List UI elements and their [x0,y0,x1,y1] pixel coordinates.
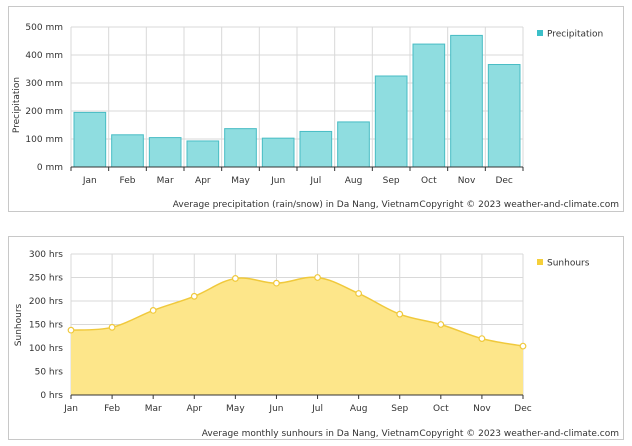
sunhours-point-may[interactable] [231,275,239,282]
sunhours-x-tick-label: Apr [186,404,202,414]
sunhours-y-tick-label: 300 hrs [29,250,63,260]
precipitation-bar-jul[interactable] [299,130,333,168]
precipitation-x-tick-label: Sep [383,176,400,186]
sunhours-y-tick-label: 150 hrs [29,321,63,331]
sunhours-y-tick-label: 0 hrs [40,391,63,401]
precipitation-x-tick-label: Jan [82,176,97,186]
precipitation-y-tick-label: 100 mm [25,135,63,145]
sunhours-x-tick-label: Sep [391,404,408,414]
precipitation-chart: 0 mm 100 mm 200 mm 300 mm 400 mm 500 mm Jan Feb… [12,23,619,210]
sunhours-chart: 0 hrs 50 hrs 100 hrs 150 hrs 200 hrs 250 hrs 3… [14,250,619,439]
sunhours-point-feb[interactable] [108,323,116,331]
sunhours-x-tick-label: Jun [268,404,283,414]
precipitation-legend-swatch[interactable] [537,30,543,36]
sunhours-legend-swatch[interactable] [537,259,543,265]
sunhours-axes: 0 hrs 50 hrs 100 hrs 150 hrs 200 hrs 250 hrs 3… [29,250,532,414]
precipitation-bar-apr[interactable] [186,140,220,168]
precipitation-x-tick-label: Dec [495,176,512,186]
precipitation-x-tick-label: Mar [157,176,174,186]
sunhours-point-jul[interactable] [314,274,321,281]
sunhours-point-sep[interactable] [396,310,404,318]
sunhours-point-apr[interactable] [190,292,198,300]
sunhours-point-dec[interactable] [519,342,527,350]
precipitation-bar-dec[interactable] [487,64,521,168]
precipitation-legend-label[interactable]: Precipitation [547,30,603,40]
precipitation-x-tick-label: Jul [309,176,321,186]
sunhours-point-mar[interactable] [149,306,157,314]
sunhours-point-jun[interactable] [273,279,280,287]
precipitation-copyright[interactable]: Copyright © 2023 weather-and-climate.com [419,200,619,210]
precipitation-y-tick-label: 0 mm [37,163,63,173]
sunhours-y-axis-label: Sunhours [14,303,24,346]
precipitation-bar-jun[interactable] [261,137,295,168]
precipitation-axes: 0 mm 100 mm 200 mm 300 mm 400 mm 500 mm Jan Feb… [25,23,524,186]
precipitation-bars [73,34,521,168]
sunhours-x-tick-label: Jan [63,404,78,414]
sunhours-x-tick-label: Nov [473,404,491,414]
sunhours-x-tick-label: Oct [433,404,449,414]
sunhours-x-tick-label: Jul [311,404,323,414]
precipitation-bar-jan[interactable] [73,111,107,168]
sunhours-x-tick-label: Feb [104,404,120,414]
sunhours-y-tick-label: 100 hrs [29,344,63,354]
sunhours-legend-label[interactable]: Sunhours [547,259,590,269]
precipitation-x-tick-label: May [231,176,250,186]
sunhours-copyright[interactable]: Copyright © 2023 weather-and-climate.com [419,429,619,439]
precipitation-y-tick-label: 500 mm [25,23,63,33]
precipitation-bar-aug[interactable] [337,121,370,168]
precipitation-caption: Average precipitation (rain/snow) in Da … [173,200,419,210]
precipitation-x-tick-label: Feb [120,176,136,186]
sunhours-x-tick-label: Aug [350,404,368,414]
precipitation-x-tick-label: Aug [345,176,363,186]
sunhours-point-oct[interactable] [437,321,445,328]
sunhours-y-tick-label: 200 hrs [29,297,63,307]
precipitation-x-tick-label: Oct [421,176,437,186]
sunhours-point-nov[interactable] [478,335,486,342]
sunhours-area-fill [71,277,523,395]
sunhours-line[interactable] [70,276,524,347]
precipitation-y-tick-label: 200 mm [25,107,63,117]
precipitation-grid [70,26,524,168]
precipitation-x-tick-label: Apr [195,176,211,186]
sunhours-y-tick-label: 50 hrs [35,368,64,378]
precipitation-y-tick-label: 400 mm [25,51,63,61]
sunhours-caption: Average monthly sunhours in Da Nang, Vie… [202,429,419,439]
precipitation-bar-mar[interactable] [148,137,182,168]
sunhours-point-jan[interactable] [67,326,75,334]
precipitation-y-tick-label: 300 mm [25,79,63,89]
sunhours-chart-panel: 0 hrs 50 hrs 100 hrs 150 hrs 200 hrs 250 hrs 3… [8,236,624,440]
precipitation-bar-may[interactable] [224,128,257,168]
sunhours-x-tick-label: Mar [145,404,162,414]
sunhours-x-tick-label: Dec [514,404,531,414]
sunhours-point-aug[interactable] [355,290,363,297]
precipitation-bar-oct[interactable] [412,43,446,168]
precipitation-bar-sep[interactable] [374,75,408,168]
precipitation-bar-feb[interactable] [111,134,144,168]
precipitation-y-axis-label: Precipitation [12,77,22,133]
sunhours-area [67,274,527,395]
precipitation-x-tick-label: Jun [270,176,285,186]
precipitation-bar-nov[interactable] [450,34,483,168]
sunhours-y-tick-label: 250 hrs [29,274,63,284]
precipitation-x-tick-label: Nov [458,176,476,186]
precipitation-chart-panel: 0 mm 100 mm 200 mm 300 mm 400 mm 500 mm Jan Feb… [8,6,624,212]
sunhours-x-tick-label: May [226,404,245,414]
